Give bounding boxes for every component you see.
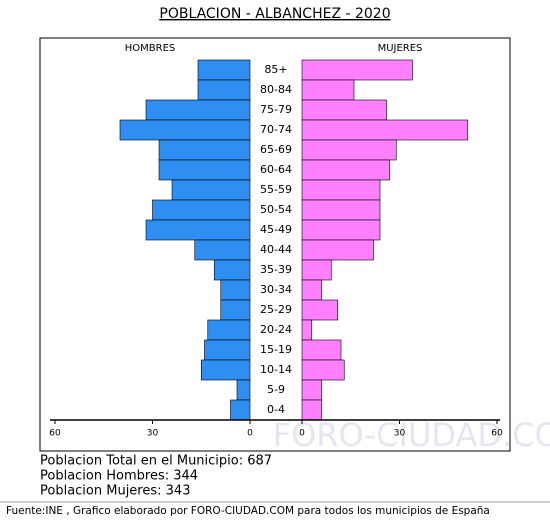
bar-female: [301, 59, 413, 81]
bar-female: [301, 379, 322, 401]
bar-male: [158, 139, 251, 161]
age-label: 10-14: [260, 363, 292, 376]
x-tick-label: 0: [247, 429, 253, 439]
x-tick-label: 30: [147, 429, 159, 439]
bar-male: [220, 279, 251, 301]
bar-male: [158, 159, 251, 181]
age-label: 50-54: [260, 203, 292, 216]
bar-female: [301, 219, 381, 241]
watermark: FORO-CIUDAD.COM: [273, 416, 550, 454]
age-label: 70-74: [260, 123, 292, 136]
bar-male: [200, 359, 251, 381]
bar-female: [301, 339, 342, 361]
age-label: 75-79: [260, 103, 292, 116]
bar-female: [301, 199, 381, 221]
bar-male: [197, 59, 251, 81]
bar-female: [301, 99, 387, 121]
x-tick-label: 60: [491, 429, 503, 439]
age-label: 25-29: [260, 303, 292, 316]
age-label: 85+: [264, 63, 287, 76]
x-tick-label: 60: [49, 429, 61, 439]
legend-female: MUJERES: [378, 43, 423, 54]
legend-male: HOMBRES: [125, 43, 176, 54]
source: Fuente:INE , Grafico elaborado por FORO-…: [6, 505, 490, 517]
age-label: 65-69: [260, 143, 292, 156]
age-label: 35-39: [260, 263, 292, 276]
age-label: 60-64: [260, 163, 292, 176]
age-label: 45-49: [260, 223, 292, 236]
stat: Poblacion Mujeres: 343: [40, 484, 190, 499]
stat: Poblacion Total en el Municipio: 687: [40, 454, 272, 469]
chart-frame: [39, 37, 511, 452]
bar-female: [301, 319, 313, 341]
age-label: 30-34: [260, 283, 292, 296]
bar-female: [301, 399, 322, 421]
bar-male: [213, 259, 251, 281]
bar-female: [301, 119, 469, 141]
bar-male: [194, 239, 251, 261]
bar-male: [145, 219, 251, 241]
bar-female: [301, 259, 332, 281]
x-tick-label: 30: [394, 429, 406, 439]
age-label: 15-19: [260, 343, 292, 356]
age-label: 80-84: [260, 83, 292, 96]
bar-male: [204, 339, 251, 361]
age-label: 0-4: [267, 403, 285, 416]
bar-male: [152, 199, 251, 221]
chart-title: POBLACION - ALBANCHEZ - 2020: [159, 6, 390, 22]
bar-male: [145, 99, 251, 121]
bar-female: [301, 279, 322, 301]
age-label: 55-59: [260, 183, 292, 196]
bar-female: [301, 139, 397, 161]
bar-male: [119, 119, 251, 141]
x-tick-label: 0: [299, 429, 305, 439]
bar-male: [236, 379, 251, 401]
bar-female: [301, 359, 345, 381]
bar-male: [207, 319, 251, 341]
bar-female: [301, 79, 355, 101]
stat: Poblacion Hombres: 344: [40, 469, 198, 484]
bar-female: [301, 299, 339, 321]
age-label: 20-24: [260, 323, 292, 336]
bar-male: [197, 79, 251, 101]
bar-female: [301, 159, 391, 181]
age-label: 5-9: [267, 383, 285, 396]
bar-male: [220, 299, 251, 321]
bar-female: [301, 179, 381, 201]
bar-male: [230, 399, 251, 421]
bar-male: [171, 179, 251, 201]
bar-female: [301, 239, 374, 261]
age-label: 40-44: [260, 243, 292, 256]
